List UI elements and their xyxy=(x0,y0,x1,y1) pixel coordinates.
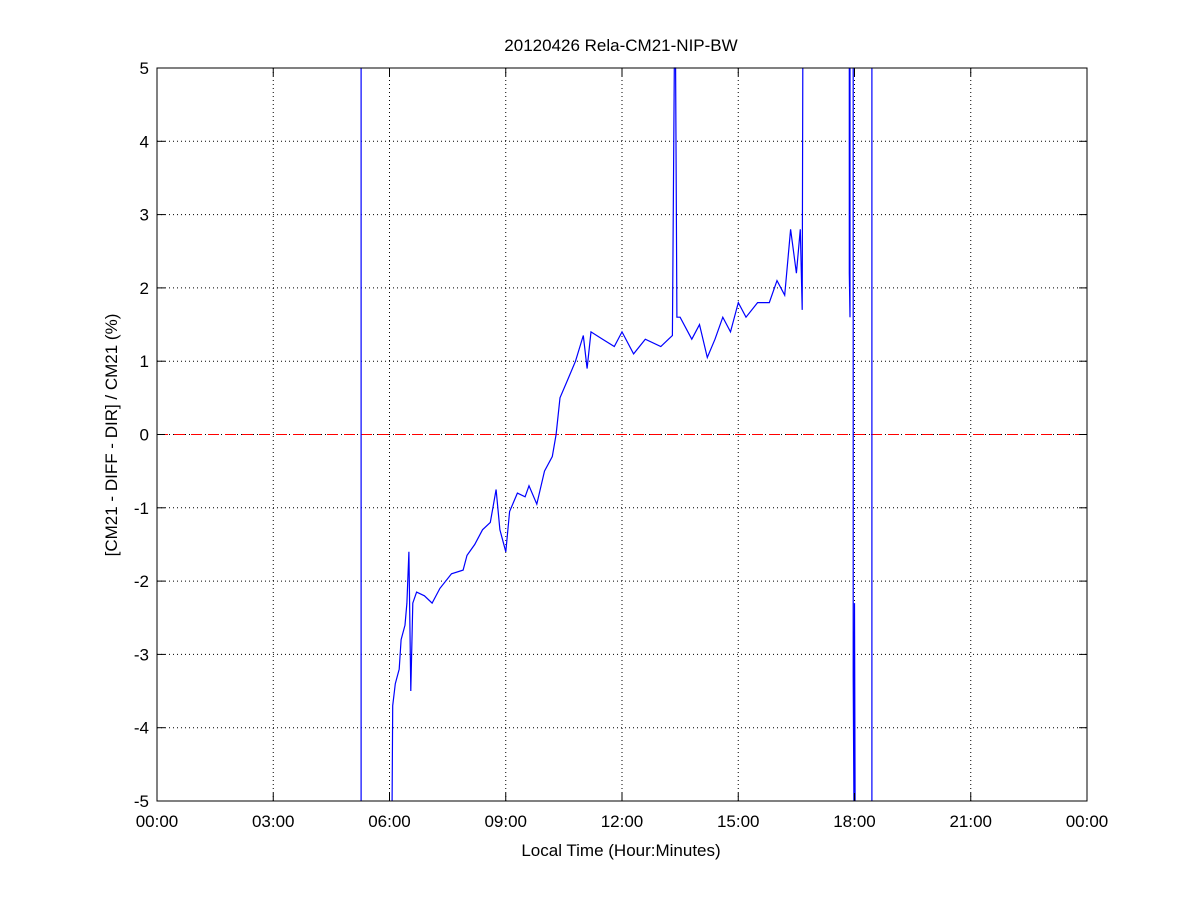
y-tick-label: 4 xyxy=(140,132,149,151)
y-axis-ticks: -5 -4 -3 -2 -1 0 1 2 3 4 5 xyxy=(134,59,1087,811)
y-tick-label: -3 xyxy=(134,645,149,664)
x-tick-label: 21:00 xyxy=(949,812,992,831)
y-tick-label: -2 xyxy=(134,572,149,591)
x-tick-label: 00:00 xyxy=(136,812,179,831)
x-axis-label: Local Time (Hour:Minutes) xyxy=(521,841,720,860)
x-axis-ticks: 00:00 03:00 06:00 09:00 12:00 15:00 18:00 21:00… xyxy=(136,68,1109,831)
chart-title: 20120426 Rela-CM21-NIP-BW xyxy=(504,36,737,55)
series-line-segment xyxy=(391,67,804,802)
x-tick-label: 00:00 xyxy=(1066,812,1109,831)
y-tick-label: -4 xyxy=(134,719,149,738)
x-tick-label: 18:00 xyxy=(833,812,876,831)
y-tick-label: 1 xyxy=(140,352,149,371)
y-tick-label: -1 xyxy=(134,499,149,518)
y-tick-label: -5 xyxy=(134,792,149,811)
x-tick-label: 06:00 xyxy=(368,812,411,831)
y-tick-label: 5 xyxy=(140,59,149,78)
data-series xyxy=(360,67,873,802)
x-tick-label: 09:00 xyxy=(484,812,527,831)
y-tick-label: 2 xyxy=(140,279,149,298)
y-axis-label: [CM21 - DIFF - DIR] / CM21 (%) xyxy=(102,314,121,557)
y-tick-label: 3 xyxy=(140,206,149,225)
series-line-segment xyxy=(848,68,851,318)
x-tick-label: 12:00 xyxy=(601,812,644,831)
x-tick-label: 03:00 xyxy=(252,812,295,831)
x-tick-label: 15:00 xyxy=(717,812,760,831)
y-tick-label: 0 xyxy=(140,426,149,445)
